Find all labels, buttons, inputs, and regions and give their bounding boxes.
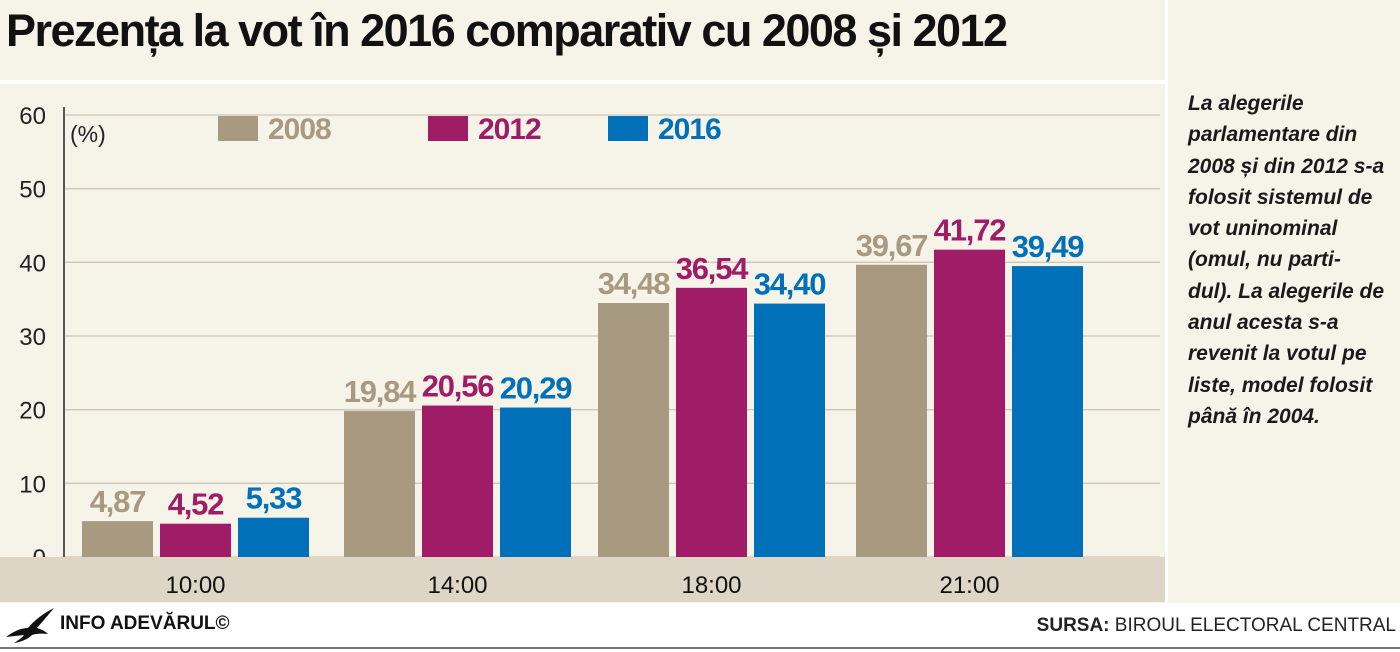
data-label: 41,72 [934,213,1006,248]
footer-divider [0,647,1400,649]
bar-2008-18:00 [598,302,669,557]
brand-label: INFO ADEVĂRUL© [60,613,230,634]
x-tick-label: 21:00 [939,572,999,599]
side-note: La alegerile parlamentare din 2008 și di… [1188,92,1385,428]
side-note-panel [1165,0,1400,603]
y-tick-label: 30 [19,324,46,351]
bar-2016-18:00 [754,303,825,557]
data-label: 19,84 [344,374,418,409]
x-tick-label: 10:00 [165,572,225,599]
data-label: 39,67 [856,228,928,263]
bar-2012-10:00 [160,523,231,557]
bar-2016-21:00 [1012,266,1083,557]
bar-2016-14:00 [500,407,571,557]
bar-2016-10:00 [238,517,309,557]
title-divider [0,80,1165,84]
legend-swatch-2008 [218,116,258,141]
bar-2012-14:00 [422,405,493,557]
data-label: 5,33 [246,481,302,516]
source-credit: SURSA: BIROUL ELECTORAL CENTRAL [1037,615,1396,637]
data-label: 4,87 [90,484,146,519]
data-label: 4,52 [168,487,224,522]
data-label: 36,54 [676,251,750,286]
bar-2008-14:00 [344,410,415,557]
y-tick-label: 60 [19,103,46,130]
bar-2008-10:00 [82,521,153,557]
chart-title: Prezența la vot în 2016 comparativ cu 20… [6,5,1008,56]
data-label: 20,29 [500,371,573,406]
legend-label-2016: 2016 [658,113,721,146]
legend-swatch-2016 [608,116,648,141]
bar-2012-21:00 [934,249,1005,558]
y-axis-unit: (%) [70,121,106,147]
source-label: SURSA: [1036,615,1110,636]
legend-label-2012: 2012 [478,113,541,146]
y-tick-label: 20 [19,398,46,425]
data-label: 39,49 [1012,229,1085,264]
data-label: 34,40 [754,267,826,302]
source-value: BIROUL ELECTORAL CENTRAL [1109,615,1396,636]
y-tick-label: 40 [19,250,46,277]
legend-label-2008: 2008 [268,113,331,146]
brand-block: INFO ADEVĂRUL© [4,604,230,644]
bar-2012-18:00 [676,287,747,557]
x-tick-label: 14:00 [427,572,487,599]
y-tick-label: 10 [19,471,46,498]
y-tick-label: 50 [19,177,46,204]
data-label: 20,56 [422,369,495,404]
eagle-icon [6,608,54,643]
x-axis-band [0,557,1165,602]
data-label: 34,48 [598,266,671,301]
legend-swatch-2012 [428,116,468,141]
x-tick-label: 18:00 [681,572,741,599]
bar-chart: 0102030405060(%)2008201220164,874,525,33… [0,103,1165,602]
bar-2008-21:00 [856,264,927,557]
